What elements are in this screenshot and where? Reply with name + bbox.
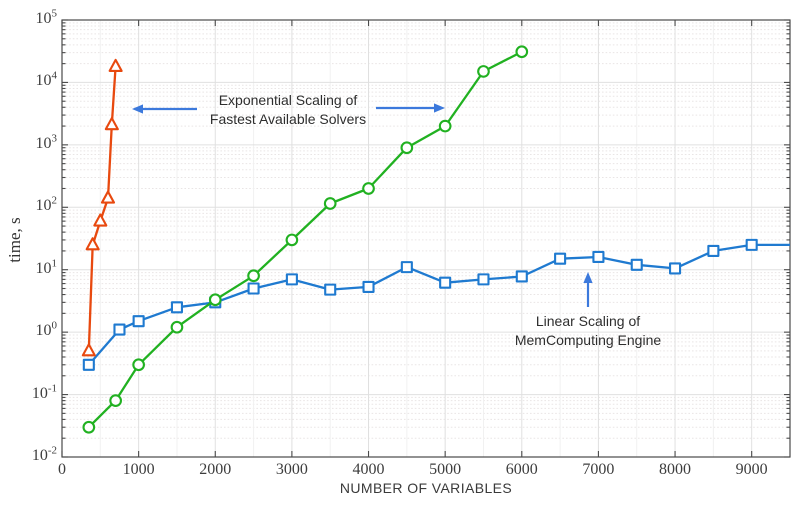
- data-point-circle: [247, 269, 260, 283]
- y-tick-label-10^0: 100: [35, 319, 58, 340]
- data-point-circle: [515, 45, 529, 59]
- series-memcomputing-blue: [82, 238, 790, 371]
- y-axis-title: time, s: [5, 217, 24, 263]
- annotation-linear-line2: MemComputing Engine: [514, 332, 662, 348]
- annotation-exponential-scaling: Exponential Scaling of Fastest Available…: [168, 91, 408, 129]
- data-point-circle: [400, 141, 414, 155]
- data-point-square: [477, 273, 490, 286]
- annotation-arrows: [132, 103, 593, 307]
- data-point-circle: [208, 293, 222, 307]
- series-solvers-green: [82, 45, 529, 434]
- annotation-exponential-line2: Fastest Available Solvers: [209, 111, 367, 127]
- series-solvers-red: [81, 58, 123, 357]
- y-tick-label-10^1: 101: [35, 257, 58, 277]
- arrow-right-to-green-curve-head: [434, 103, 445, 113]
- x-tick-label-1000: 1000: [122, 461, 155, 478]
- data-point-square: [362, 280, 375, 293]
- data-point-square: [82, 358, 95, 371]
- data-point-circle: [323, 197, 337, 210]
- data-point-circle: [477, 65, 490, 78]
- data-point-square: [707, 244, 720, 257]
- data-point-square: [669, 262, 682, 275]
- arrow-up-to-blue-curve-head: [583, 272, 593, 283]
- data-point-triangle: [100, 190, 116, 204]
- data-point-square: [592, 250, 605, 264]
- data-point-circle: [362, 182, 375, 195]
- data-point-square: [554, 252, 567, 265]
- axes-box: [61, 19, 791, 458]
- data-point-triangle: [108, 58, 123, 72]
- y-tick-label-10^-2: 10-2: [31, 444, 57, 464]
- x-tick-label-4000: 4000: [352, 461, 385, 478]
- data-point-square: [247, 282, 260, 295]
- grid-minor: [62, 22, 790, 439]
- x-tick-label-7000: 7000: [582, 461, 615, 478]
- series-solvers-red-line: [87, 66, 117, 351]
- x-tick-label-3000: 3000: [275, 461, 308, 478]
- annotation-linear-line1: Linear Scaling of: [535, 313, 641, 329]
- axis-ticks: [61, 19, 790, 458]
- data-point-triangle: [104, 117, 119, 131]
- data-point-square: [285, 273, 298, 286]
- data-point-circle: [438, 119, 452, 133]
- annotation-linear-scaling: Linear Scaling of MemComputing Engine: [468, 312, 708, 350]
- data-point-square: [170, 301, 183, 314]
- data-point-circle: [132, 358, 145, 372]
- x-axis-title: NUMBER OF VARIABLES: [339, 480, 513, 496]
- series-memcomputing-blue-line: [87, 243, 790, 366]
- data-point-triangle: [93, 213, 108, 227]
- x-tick-label-5000: 5000: [429, 461, 462, 478]
- data-point-triangle: [81, 343, 96, 357]
- data-point-circle: [170, 320, 184, 334]
- y-tick-label-10^3: 103: [35, 132, 58, 152]
- arrow-left-to-red-curve-head: [132, 104, 143, 114]
- x-tick-label-6000: 6000: [505, 461, 538, 478]
- y-tick-label-10^4: 104: [35, 70, 58, 90]
- x-tick-label-9000: 9000: [735, 461, 768, 478]
- grid-minor-vertical: [99, 20, 714, 457]
- x-tick-label-8000: 8000: [659, 461, 692, 478]
- y-tick-label-10^-1: 10-1: [31, 382, 57, 402]
- data-point-square: [439, 276, 452, 289]
- data-point-square: [400, 261, 413, 274]
- data-point-square: [745, 238, 758, 251]
- data-point-square: [515, 270, 528, 283]
- data-point-circle: [285, 233, 299, 247]
- data-point-triangle: [85, 237, 100, 251]
- x-tick-label-0: 0: [58, 461, 66, 478]
- data-point-square: [630, 258, 643, 271]
- data-point-square: [324, 283, 337, 296]
- data-point-circle: [82, 420, 96, 434]
- data-point-circle: [109, 394, 122, 407]
- x-tick-label-2000: 2000: [199, 461, 232, 478]
- y-tick-label-10^5: 105: [35, 7, 58, 27]
- data-point-square: [113, 323, 126, 336]
- grid-major: [62, 20, 790, 457]
- annotation-exponential-line1: Exponential Scaling of: [218, 92, 358, 108]
- data-point-square: [132, 315, 145, 328]
- y-tick-label-10^2: 102: [35, 194, 58, 215]
